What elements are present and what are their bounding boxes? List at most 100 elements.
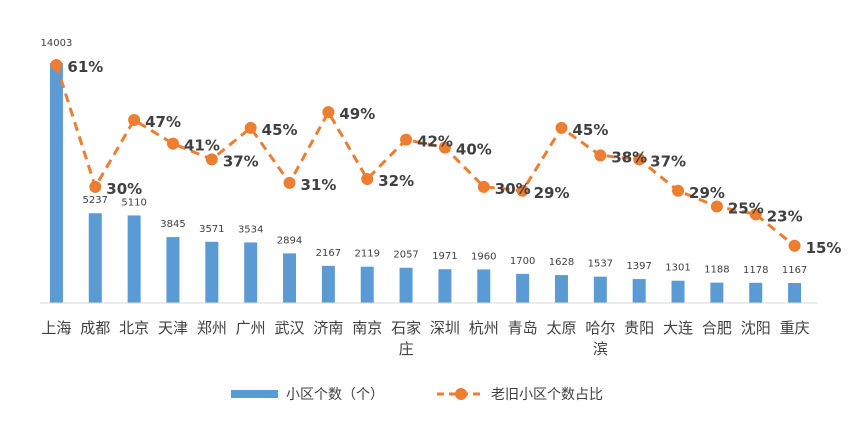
line-marker-14	[594, 149, 607, 162]
bar-19	[788, 282, 802, 303]
bar-value-label-12: 1700	[510, 256, 535, 267]
line-value-label-1: 30%	[106, 180, 142, 198]
line-marker-6	[283, 176, 296, 189]
line-marker-1	[89, 180, 102, 193]
category-label-2: 北京	[119, 319, 149, 337]
line-value-label-15: 37%	[650, 152, 686, 170]
legend-bar-label: 小区个数（个）	[286, 387, 384, 403]
bar-12	[516, 273, 530, 303]
line-value-label-12: 29%	[534, 184, 570, 202]
category-label-8: 南京	[352, 319, 382, 337]
line-marker-12	[516, 184, 529, 197]
line-value-label-9: 42%	[417, 133, 453, 151]
bar-13	[554, 275, 568, 303]
bar-value-label-4: 3571	[199, 224, 224, 235]
line-marker-9	[400, 133, 413, 146]
line-value-label-8: 32%	[378, 172, 414, 190]
bar-14	[593, 276, 607, 303]
line-marker-16	[672, 184, 685, 197]
category-label-11: 杭州	[469, 319, 499, 337]
bar-17	[710, 282, 724, 303]
bar-value-label-2: 5110	[121, 197, 146, 208]
line-marker-0	[50, 59, 63, 71]
bar-7	[321, 265, 335, 303]
bar-5	[244, 242, 258, 303]
category-label-1: 成都	[80, 319, 110, 337]
bar-value-label-5: 3534	[238, 224, 263, 235]
category-label-14: 哈尔滨	[585, 319, 615, 358]
legend: 小区个数（个） 老旧小区个数占比	[231, 387, 603, 403]
bar-value-label-15: 1397	[626, 261, 651, 272]
line-marker-5	[244, 121, 257, 134]
line-value-label-19: 15%	[806, 239, 842, 257]
bar-9	[399, 267, 413, 303]
category-label-17: 合肥	[702, 319, 732, 337]
line-marker-15	[633, 153, 646, 166]
line-value-label-4: 37%	[223, 152, 259, 170]
line-value-label-18: 23%	[767, 207, 803, 225]
category-label-4: 郑州	[197, 319, 227, 337]
category-label-15: 贵阳	[624, 319, 654, 337]
legend-bar-swatch	[231, 390, 278, 398]
bar-value-label-9: 2057	[393, 250, 418, 261]
bars-layer	[49, 63, 802, 303]
line-marker-18	[749, 208, 762, 221]
bar-value-label-18: 1178	[743, 265, 768, 276]
category-label-18: 沈阳	[741, 319, 771, 337]
line-marker-19	[788, 239, 801, 252]
line-marker-7	[322, 106, 335, 119]
bar-value-label-1: 5237	[83, 195, 108, 206]
category-label-12: 青岛	[508, 319, 538, 337]
line-value-label-14: 38%	[611, 148, 647, 166]
bar-value-label-6: 2894	[277, 235, 302, 246]
line-value-label-11: 30%	[495, 180, 531, 198]
bar-value-label-13: 1628	[549, 257, 574, 268]
line-value-label-7: 49%	[339, 105, 375, 123]
category-label-16: 大连	[663, 319, 693, 337]
bar-18	[749, 282, 763, 303]
line-marker-10	[438, 141, 451, 154]
labels-layer: 14003 5237 5110 3845 3571 3534 2894 2167 2119 205…	[41, 38, 842, 276]
bar-value-label-19: 1167	[782, 265, 807, 276]
bar-value-label-16: 1301	[665, 263, 690, 274]
line-value-label-16: 29%	[689, 184, 725, 202]
line-value-label-2: 47%	[145, 113, 181, 131]
line-value-label-10: 40%	[456, 141, 492, 159]
line-marker-3	[166, 137, 179, 150]
line-marker-8	[361, 172, 374, 185]
line-value-label-17: 25%	[728, 199, 764, 217]
category-label-13: 太原	[546, 319, 576, 337]
bar-4	[205, 241, 219, 303]
bar-3	[166, 237, 180, 303]
bar-value-label-11: 1960	[471, 251, 496, 262]
line-marker-11	[477, 180, 490, 193]
category-label-7: 济南	[313, 319, 343, 337]
bar-2	[127, 215, 141, 303]
category-label-6: 武汉	[275, 319, 305, 337]
bar-8	[360, 266, 374, 303]
bar-6	[283, 253, 297, 303]
bar-value-label-3: 3845	[160, 219, 185, 230]
line-marker-2	[128, 114, 141, 127]
bar-11	[477, 269, 491, 303]
bar-value-label-0: 14003	[41, 38, 73, 49]
legend-line-label: 老旧小区个数占比	[491, 387, 603, 403]
category-label-5: 广州	[236, 319, 266, 337]
category-label-0: 上海	[41, 319, 71, 337]
line-value-label-13: 45%	[572, 121, 608, 139]
bar-value-label-10: 1971	[432, 251, 457, 262]
category-label-3: 天津	[158, 319, 188, 337]
line-value-label-3: 41%	[184, 137, 220, 155]
line-marker-13	[555, 121, 568, 134]
bar-15	[632, 279, 646, 303]
line-marker-4	[205, 153, 218, 166]
bar-16	[671, 280, 685, 303]
category-label-19: 重庆	[780, 319, 810, 337]
line-series-path	[54, 64, 796, 247]
category-label-10: 深圳	[430, 319, 460, 337]
bar-value-label-7: 2167	[316, 248, 341, 259]
line-value-label-0: 61%	[67, 58, 103, 76]
legend-line-marker	[455, 388, 467, 400]
